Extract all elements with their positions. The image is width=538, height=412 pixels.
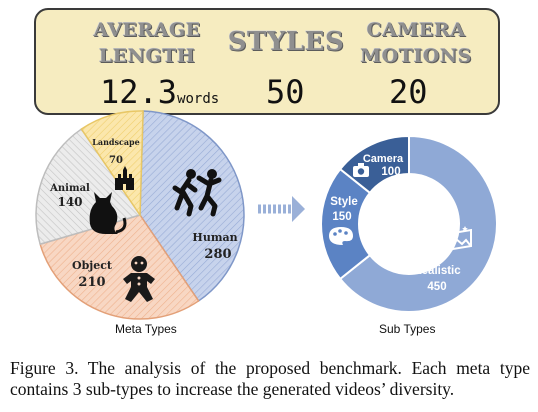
donut-label-camera: Camera (363, 153, 404, 165)
figure-caption: Figure 3. The analysis of the proposed b… (10, 358, 530, 399)
donut-slice-realistic (338, 134, 498, 313)
donut-slice-camera (338, 134, 410, 195)
castle-icon (115, 166, 134, 190)
landscape-picture-icon (446, 226, 472, 252)
camera-motions-value: 20 (389, 73, 428, 111)
camera-motions-title-line2: MOTIONS (360, 45, 472, 67)
arrow-icon (258, 196, 305, 222)
donut-value-realistic: 450 (427, 281, 446, 293)
pie-value-landscape: 70 (109, 155, 123, 166)
pie-value-object: 210 (78, 275, 105, 290)
donut-label-realistic: Realistic (413, 265, 461, 277)
gingerbread-man-icon (123, 256, 155, 302)
pie-value-human: 280 (204, 247, 231, 262)
pie-label-animal: Animal (49, 183, 90, 194)
pie-value-animal: 140 (57, 195, 82, 209)
donut-label-style: Style (330, 196, 358, 208)
average-length-unit: words (177, 91, 220, 107)
average-length-value: 12.3 (100, 73, 178, 111)
average-length-title-line2: LENGTH (98, 45, 196, 67)
donut-value-camera: 100 (381, 166, 400, 178)
pie-slice-object (39, 214, 200, 320)
pie-label-landscape: Landscape (92, 137, 139, 147)
styles-title: STYLES (227, 27, 345, 57)
dancing-people-icon (172, 169, 222, 217)
camera-icon (353, 163, 369, 177)
stats-box (34, 8, 500, 115)
sub-types-caption: Sub Types (379, 322, 436, 336)
sub-types-donut (320, 134, 498, 313)
average-length-title-line1: AVERAGE (93, 19, 201, 41)
pie-label-object: Object (72, 259, 113, 272)
styles-value: 50 (266, 73, 305, 111)
camera-motions-title-line1: CAMERA (366, 19, 466, 41)
palette-icon (329, 227, 353, 245)
average-length-value-group: 12.3words (100, 75, 219, 116)
donut-value-style: 150 (332, 211, 351, 223)
meta-types-caption: Meta Types (115, 322, 177, 336)
pie-label-human: Human (192, 231, 237, 244)
cat-icon (89, 192, 127, 234)
